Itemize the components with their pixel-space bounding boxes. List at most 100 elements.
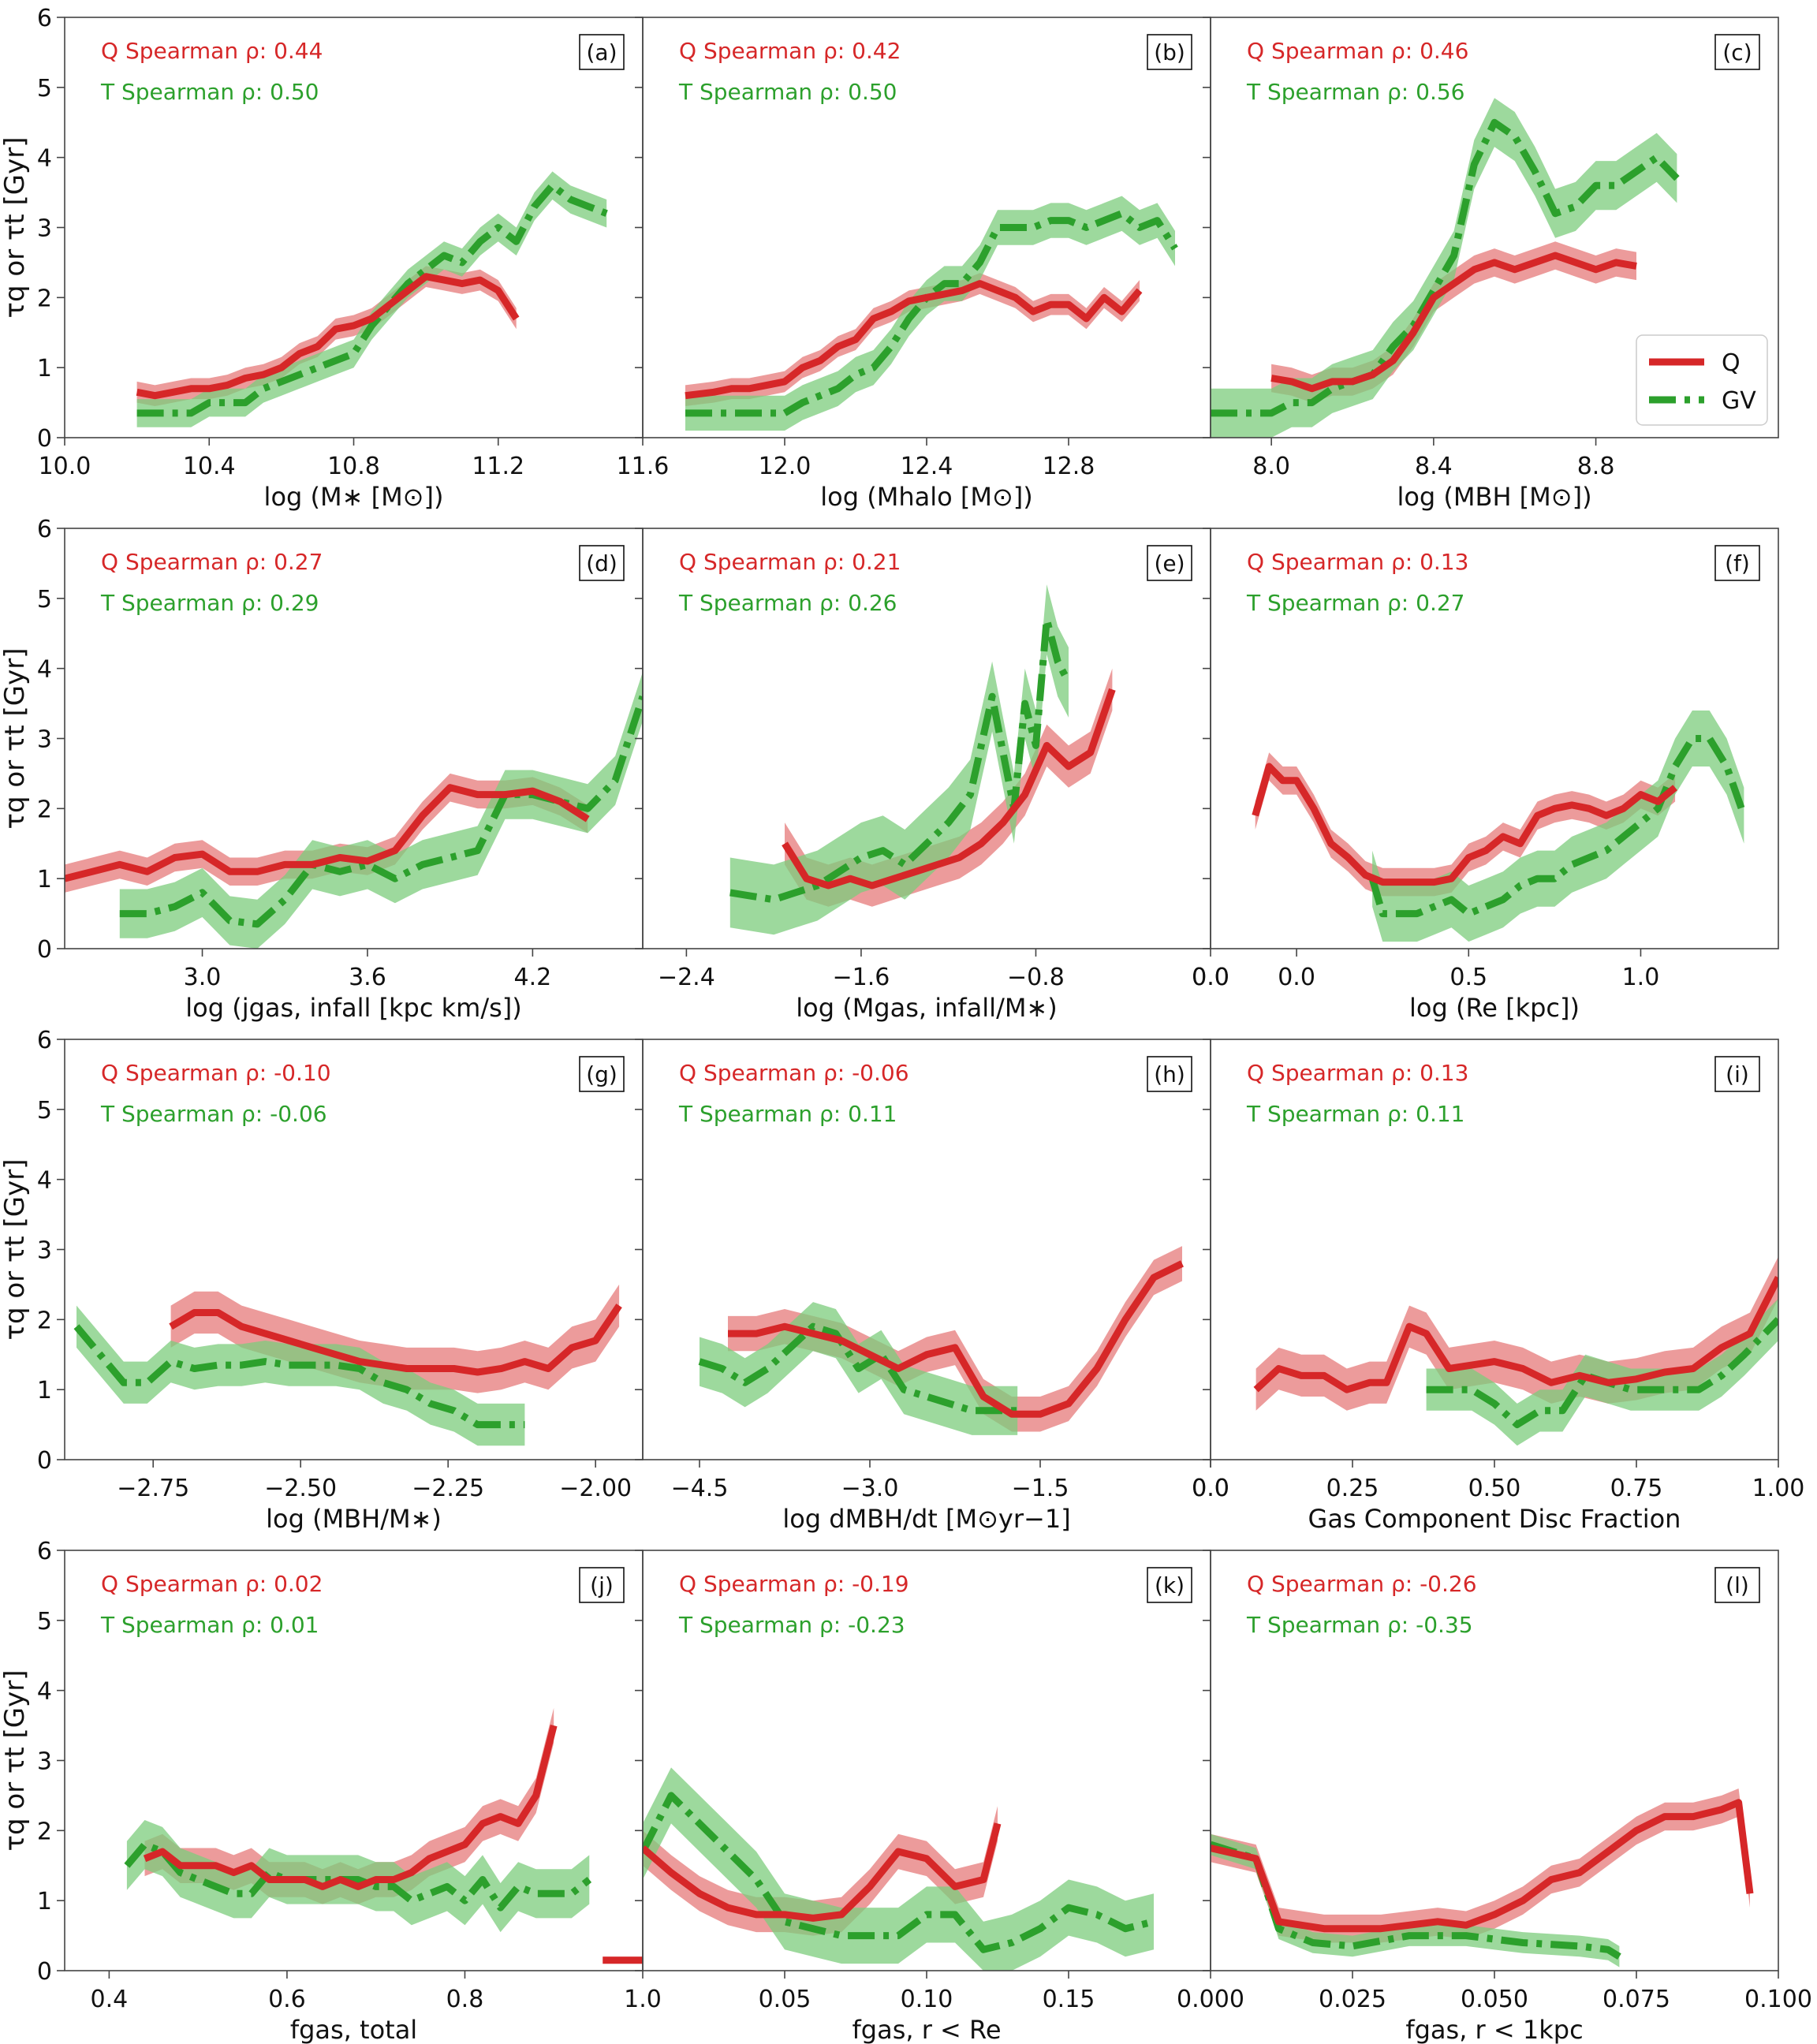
plot-area-i — [1253, 1256, 1778, 1446]
ytick-label-j: 4 — [37, 1678, 52, 1706]
xlabel-j: fgas, total — [290, 2015, 417, 2044]
xtick-label-a: 11.6 — [617, 453, 670, 480]
panel-label-l: (l) — [1726, 1572, 1749, 1598]
panel-label-box-k — [1147, 1567, 1192, 1603]
t-spearman-a: T Spearman ρ: 0.50 — [100, 79, 319, 105]
xtick-label-h: −1.5 — [1012, 1475, 1069, 1502]
line-gv-f — [1368, 735, 1748, 918]
ytick-label-j: 1 — [37, 1888, 52, 1915]
ytick-label-a: 0 — [37, 425, 52, 453]
panel-label-k: (k) — [1155, 1572, 1185, 1598]
xtick-label-h: −3.0 — [841, 1475, 899, 1502]
line-gv-k — [643, 1792, 1155, 1953]
band-q-l — [1211, 1788, 1750, 1943]
xtick-label-d: 4.2 — [514, 964, 552, 991]
panel-label-box-l — [1714, 1567, 1760, 1603]
panel-label-h: (h) — [1154, 1061, 1185, 1087]
panel-label-b: (b) — [1154, 39, 1185, 65]
q-spearman-f: Q Spearman ρ: 0.13 — [1247, 549, 1468, 575]
xtick-label-e: −1.6 — [832, 964, 890, 991]
xtick-label-d: 3.6 — [349, 964, 386, 991]
ytick-label-d: 4 — [37, 656, 52, 684]
xlabel-d: log (jgas, infall [kpc km/s]) — [185, 993, 521, 1023]
ytick-label-a: 2 — [37, 285, 52, 312]
q-spearman-d: Q Spearman ρ: 0.27 — [101, 549, 323, 575]
xtick-label-b: 12.0 — [759, 453, 811, 480]
xtick-label-i: 0.75 — [1610, 1475, 1663, 1502]
xtick-label-e: −0.8 — [1007, 964, 1065, 991]
t-spearman-e: T Spearman ρ: 0.26 — [678, 590, 897, 616]
t-spearman-h: T Spearman ρ: 0.11 — [678, 1101, 897, 1127]
panel-label-box-i — [1714, 1056, 1760, 1092]
line-q-l — [1211, 1799, 1754, 1933]
q-spearman-i: Q Spearman ρ: 0.13 — [1247, 1060, 1468, 1086]
xtick-label-g: −2.50 — [264, 1475, 337, 1502]
band-gv-f — [1372, 711, 1744, 942]
ytick-label-g: 1 — [37, 1377, 52, 1404]
t-spearman-f: T Spearman ρ: 0.27 — [1246, 590, 1465, 616]
xtick-label-j: 0.8 — [446, 1986, 484, 2013]
xtick-label-l: 0.025 — [1319, 1986, 1386, 2013]
panel-label-a: (a) — [586, 39, 617, 65]
line-q-b — [685, 280, 1143, 400]
line-q-c — [1270, 252, 1637, 393]
xtick-label-b: 12.8 — [1043, 453, 1095, 480]
xtick-label-i: 1.00 — [1752, 1475, 1805, 1502]
xtick-label-e: −2.4 — [658, 964, 715, 991]
line-q-h — [728, 1260, 1184, 1418]
line-gv-g — [73, 1324, 525, 1429]
xtick-label-a: 10.8 — [327, 453, 380, 480]
q-spearman-c: Q Spearman ρ: 0.46 — [1247, 38, 1468, 64]
ytick-label-d: 0 — [37, 936, 52, 964]
panel-label-e: (e) — [1154, 550, 1185, 576]
q-spearman-h: Q Spearman ρ: -0.06 — [679, 1060, 909, 1086]
ytick-label-a: 1 — [37, 355, 52, 382]
q-spearman-l: Q Spearman ρ: -0.26 — [1247, 1571, 1477, 1597]
panel-label-box-g — [579, 1056, 625, 1092]
t-spearman-j: T Spearman ρ: 0.01 — [100, 1612, 319, 1638]
panel-f: 0.0 0.5 1.0 0.0 log (Re [kpc]) Q Spearman ρ: … — [1192, 528, 1779, 1023]
xlabel-g: log (MBH/M∗) — [266, 1504, 442, 1534]
plot-area-d — [65, 672, 643, 949]
panel-label-g: (g) — [586, 1061, 617, 1087]
xtick-label-g: −2.25 — [412, 1475, 484, 1502]
xlabel-c: log (MBH [M⊙]) — [1397, 482, 1591, 512]
band-q-d — [65, 773, 588, 893]
ytick-label-a: 6 — [37, 5, 52, 32]
ytick-label-a: 4 — [37, 145, 52, 173]
band-gv-k — [643, 1767, 1154, 1971]
t-spearman-g: T Spearman ρ: -0.06 — [100, 1101, 327, 1127]
band-q-h — [728, 1246, 1182, 1432]
ytick-label-g: 4 — [37, 1167, 52, 1195]
ylabel-g: τq or τt [Gyr] — [0, 1158, 31, 1340]
line-gv-d — [119, 695, 643, 928]
q-spearman-k: Q Spearman ρ: -0.19 — [679, 1571, 909, 1597]
xtick-label-i: 0.50 — [1468, 1475, 1521, 1502]
plot-area-h — [698, 1246, 1184, 1435]
xtick-label-h: 0.0 — [1192, 1475, 1229, 1502]
q-spearman-g: Q Spearman ρ: -0.10 — [101, 1060, 331, 1086]
xtick-label-k: 0.10 — [901, 1986, 953, 2013]
line-q-d — [65, 784, 590, 882]
t-spearman-l: T Spearman ρ: -0.35 — [1246, 1612, 1473, 1638]
xtick-label-f: 0.0 — [1192, 964, 1229, 991]
plot-area-e — [729, 584, 1116, 935]
panel-label-box-a — [579, 34, 625, 70]
panel-label-box-d — [579, 545, 625, 581]
panel-label-box-b — [1147, 34, 1192, 70]
xtick-label-d: 3.0 — [184, 964, 222, 991]
ytick-label-j: 2 — [37, 1818, 52, 1845]
xlabel-h: log dMBH/dt [M⊙yr−1] — [782, 1504, 1070, 1534]
ytick-label-d: 3 — [37, 726, 52, 754]
line-q-j — [143, 1724, 558, 1890]
ylabel-d: τq or τt [Gyr] — [0, 647, 31, 829]
plot-area-f — [1252, 711, 1748, 942]
ytick-label-g: 2 — [37, 1307, 52, 1334]
line-q-g — [169, 1304, 622, 1376]
ytick-label-a: 3 — [37, 215, 52, 243]
plot-area-l — [1211, 1788, 1754, 1968]
xtick-label-a: 10.4 — [183, 453, 236, 480]
line-gv-h — [698, 1322, 1018, 1415]
